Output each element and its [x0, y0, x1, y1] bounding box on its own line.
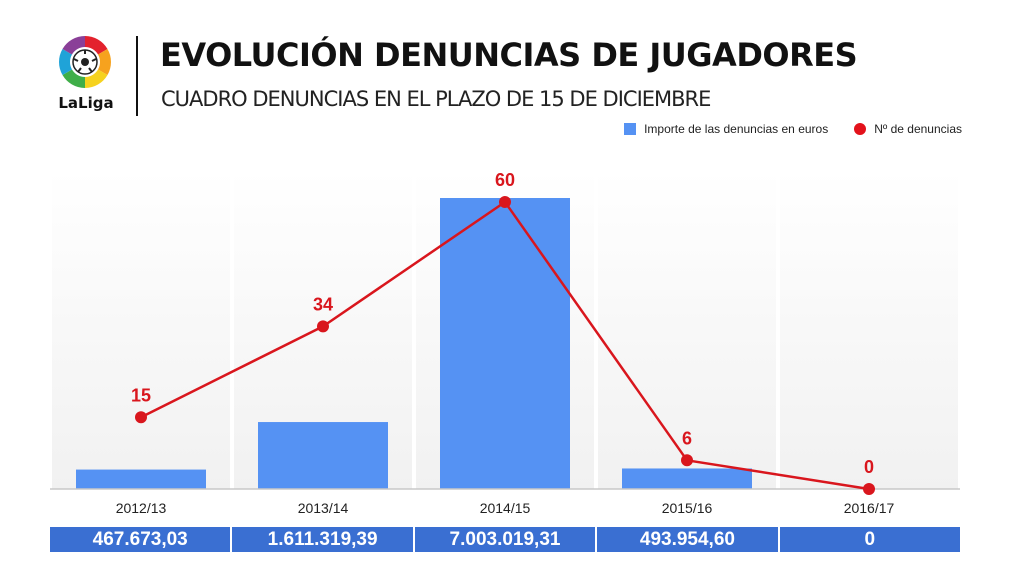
x-tick-label: 2016/17	[844, 500, 895, 516]
denuncias-label: 0	[864, 457, 874, 477]
denuncias-label: 34	[313, 294, 333, 314]
column-background	[598, 170, 776, 489]
laliga-logo	[59, 36, 111, 88]
x-tick-label: 2014/15	[480, 500, 531, 516]
legend-swatch-line	[854, 123, 867, 135]
importe-value: 7.003.019,31	[415, 527, 598, 552]
x-tick-label: 2012/13	[116, 500, 167, 516]
denuncias-label: 6	[682, 428, 692, 448]
chart-subtitle: CUADRO DENUNCIAS EN EL PLAZO DE 15 DE DI…	[161, 87, 711, 111]
bar-2015-16	[622, 468, 752, 489]
denuncias-point	[863, 483, 875, 495]
chart-title: EVOLUCIÓN DENUNCIAS DE JUGADORES	[160, 36, 858, 74]
denuncias-point	[499, 196, 511, 208]
column-background	[780, 170, 958, 489]
x-tick-label: 2013/14	[298, 500, 349, 516]
bar-2014-15	[440, 198, 570, 489]
legend-label-denuncias: Nº de denuncias	[874, 122, 962, 136]
values-strip: 467.673,03 1.611.319,39 7.003.019,31 493.95…	[50, 527, 960, 552]
legend-item-denuncias: Nº de denuncias	[854, 122, 962, 136]
legend-item-importe: Importe de las denuncias en euros	[624, 122, 828, 136]
importe-value: 1.611.319,39	[232, 527, 415, 552]
denuncias-point	[681, 454, 693, 467]
importe-value: 0	[864, 529, 876, 550]
denuncias-label: 60	[495, 170, 515, 190]
denuncias-point	[317, 320, 329, 333]
bar-2013-14	[258, 422, 388, 489]
importe-value: 467.673,03	[50, 527, 233, 552]
x-tick-label: 2015/16	[662, 500, 713, 516]
chart-legend: Importe de las denuncias en euros Nº de …	[598, 122, 962, 136]
legend-label-importe: Importe de las denuncias en euros	[644, 122, 829, 136]
importe-value: 493.954,60	[597, 527, 780, 552]
laliga-wordmark: LaLiga	[58, 94, 114, 112]
bar-2012-13	[76, 469, 206, 489]
denuncias-label: 15	[131, 385, 151, 405]
column-background	[52, 170, 230, 489]
denuncias-point	[135, 411, 147, 424]
legend-swatch-bar	[624, 123, 637, 135]
header-divider	[136, 36, 138, 116]
